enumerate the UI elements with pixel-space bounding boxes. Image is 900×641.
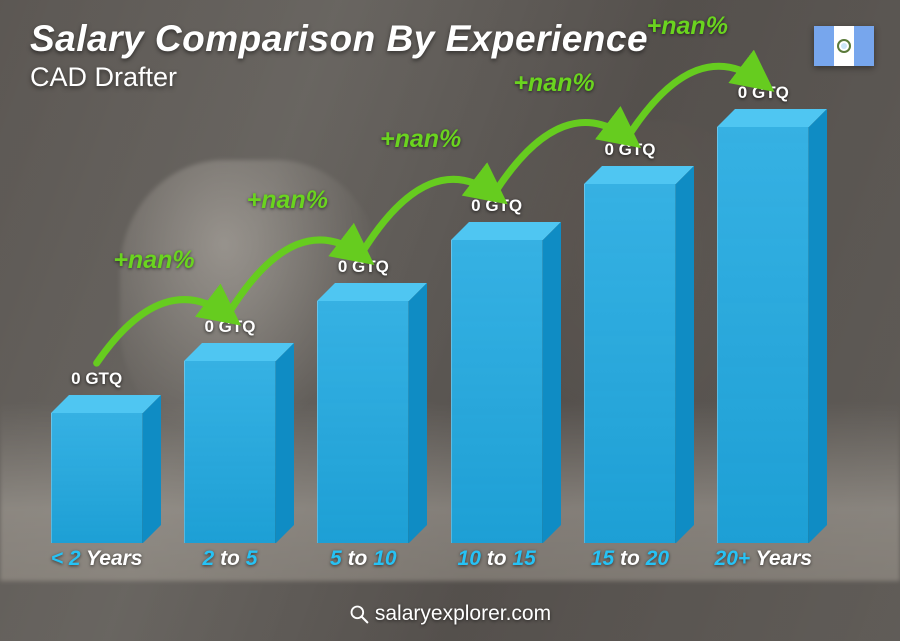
- x-label-text: to: [214, 547, 246, 570]
- bar-side: [543, 222, 561, 543]
- x-label: 5 to 10: [297, 547, 430, 577]
- bar: 0 GTQ: [317, 301, 409, 543]
- chart-area: 0 GTQ 0 GTQ 0 GTQ 0 GTQ 0 GTQ 0 GTQ < 2 Years…: [30, 110, 830, 571]
- x-label-accent: 10: [458, 547, 481, 570]
- bar-slot: 0 GTQ: [30, 110, 163, 543]
- bar-side: [676, 166, 694, 543]
- x-label-accent: 20: [646, 547, 669, 570]
- x-label-accent: 10: [373, 547, 396, 570]
- magnifier-icon: [349, 604, 369, 624]
- x-label: 10 to 15: [430, 547, 563, 577]
- flag-emblem: [837, 39, 851, 53]
- flag-center: [834, 26, 854, 66]
- footer-text: salaryexplorer.com: [375, 602, 551, 626]
- x-label: 20+ Years: [697, 547, 830, 577]
- bar-front: [317, 301, 409, 543]
- bar-front: [451, 240, 543, 543]
- bar-value-label: 0 GTQ: [566, 140, 695, 160]
- bar-value-label: 0 GTQ: [432, 196, 561, 216]
- bar: 0 GTQ: [51, 413, 143, 543]
- x-label-text: to: [342, 547, 374, 570]
- x-label-accent: 5: [330, 547, 342, 570]
- x-label: 15 to 20: [563, 547, 696, 577]
- flag-stripe-right: [854, 26, 874, 66]
- bar-value-label: 0 GTQ: [699, 83, 828, 103]
- bar-side: [143, 395, 161, 543]
- bar-slot: 0 GTQ: [563, 110, 696, 543]
- bar-slot: 0 GTQ: [163, 110, 296, 543]
- x-label-accent: 20+: [715, 547, 751, 570]
- bar-front: [184, 361, 276, 543]
- x-label-accent: 15: [591, 547, 614, 570]
- bar-front: [717, 127, 809, 543]
- bar-value-label: 0 GTQ: [166, 317, 295, 337]
- x-label-accent: 15: [512, 547, 535, 570]
- bar-front: [51, 413, 143, 543]
- bar-value-label: 0 GTQ: [299, 257, 428, 277]
- country-flag-guatemala: [814, 26, 874, 66]
- x-label: < 2 Years: [30, 547, 163, 577]
- bar: 0 GTQ: [584, 184, 676, 543]
- bar-front: [584, 184, 676, 543]
- bar-side: [409, 283, 427, 543]
- chart-title: Salary Comparison By Experience: [30, 18, 648, 60]
- x-labels-row: < 2 Years2 to 55 to 1010 to 1515 to 2020…: [30, 547, 830, 577]
- x-label: 2 to 5: [163, 547, 296, 577]
- bar: 0 GTQ: [451, 240, 543, 543]
- increase-label: +nan%: [647, 12, 728, 41]
- bar-side: [276, 343, 294, 543]
- chart-subtitle: CAD Drafter: [30, 62, 648, 93]
- bar-slot: 0 GTQ: [430, 110, 563, 543]
- x-label-accent: 2: [203, 547, 215, 570]
- bar-slot: 0 GTQ: [697, 110, 830, 543]
- flag-stripe-left: [814, 26, 834, 66]
- x-label-text: Years: [81, 547, 143, 570]
- bar: 0 GTQ: [184, 361, 276, 543]
- bar: 0 GTQ: [717, 127, 809, 543]
- bar-slot: 0 GTQ: [297, 110, 430, 543]
- bars-row: 0 GTQ 0 GTQ 0 GTQ 0 GTQ 0 GTQ 0 GTQ: [30, 110, 830, 543]
- footer: salaryexplorer.com: [0, 602, 900, 629]
- x-label-accent: < 2: [51, 547, 81, 570]
- bar-value-label: 0 GTQ: [32, 369, 161, 389]
- x-label-accent: 5: [246, 547, 258, 570]
- bar-side: [809, 109, 827, 543]
- x-label-text: Years: [750, 547, 812, 570]
- x-label-text: to: [614, 547, 646, 570]
- x-label-text: to: [481, 547, 513, 570]
- footer-logo: salaryexplorer.com: [349, 602, 551, 626]
- title-block: Salary Comparison By Experience CAD Draf…: [30, 18, 648, 93]
- infographic-container: Salary Comparison By Experience CAD Draf…: [0, 0, 900, 641]
